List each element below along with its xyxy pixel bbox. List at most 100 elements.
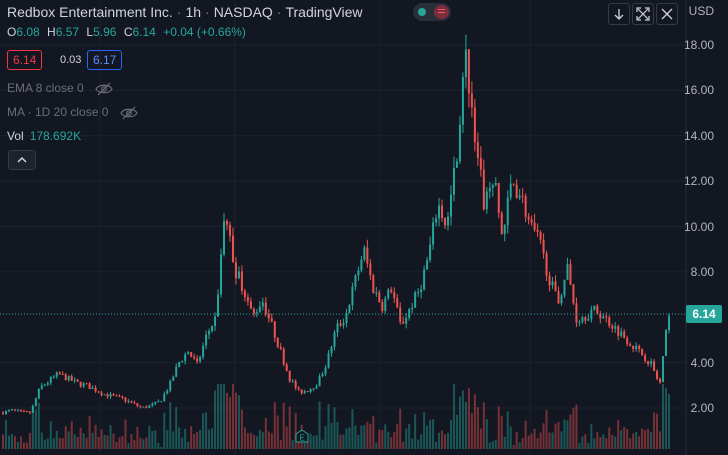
candle-body [554,281,557,292]
candle-body [542,239,545,254]
indicator-ema[interactable]: EMA 8 close 0 [7,81,113,96]
candle-body [402,321,405,324]
candle-body [91,387,94,389]
volume-bar [653,412,656,449]
volume-bar [509,426,512,449]
volume-bar [97,436,100,449]
candle-body [455,161,458,168]
volume-bar [423,412,426,449]
volume-bar [333,407,336,449]
candle-body [441,205,444,219]
volume-bar [211,428,214,449]
candle-body [13,409,16,411]
volume-bar [641,428,644,449]
price-tick-label: 2.00 [690,401,714,415]
volume-bar [446,432,449,449]
candle-body [461,77,464,125]
volume-bar [82,433,85,449]
volume-bar [620,430,623,449]
volume-bar [157,442,160,449]
volume-bar [348,427,351,449]
sell-price-button[interactable]: 6.14 [7,50,43,70]
candle-body [497,183,500,213]
volume-bar [261,432,264,449]
volume-bar [312,436,315,449]
volume-bar [405,428,408,449]
candle-body [432,222,435,245]
candle-body [4,411,7,415]
volume-bar [470,413,473,449]
eye-off-icon[interactable] [95,82,113,96]
volume-bar [530,433,533,449]
interval-label[interactable]: 1h [185,4,202,20]
scroll-down-button[interactable] [608,3,630,25]
volume-bar [533,428,536,449]
candle-body [620,331,623,336]
volume-bar [225,392,228,449]
fullscreen-button[interactable] [632,3,654,25]
candle-body [172,376,175,381]
volume-bar [19,436,22,449]
volume-bar [590,424,593,449]
candle-body [61,374,64,376]
candle-body [252,308,255,314]
candle-body [318,376,321,387]
volume-bar [551,432,554,449]
volume-bar [199,430,202,449]
volume-bar [315,435,318,449]
currency-label[interactable]: USD [688,4,714,18]
volume-bar [426,425,429,449]
candle-body [55,372,58,377]
volume-bar [282,402,285,449]
volume-bar [455,414,458,449]
candle-body [387,289,390,299]
volume-bar [139,437,142,449]
candle-body [214,316,217,326]
candle-body [623,331,626,339]
market-status-toggle[interactable] [413,3,451,21]
candle-body [46,382,49,385]
symbol-name[interactable]: Redbox Entertainment Inc. [7,4,173,20]
indicator-ma[interactable]: MA · 1D 20 close 0 [7,105,138,120]
volume-bar [563,419,566,449]
candle-body [291,381,294,383]
candle-body [644,355,647,361]
close-widget-button[interactable] [656,3,678,25]
volume-bar [665,387,668,449]
candle-body [617,326,620,336]
eye-off-icon[interactable] [120,106,138,120]
buy-price-button[interactable]: 6.17 [87,50,123,70]
candle-body [273,321,276,338]
candle-body [282,349,285,365]
volume-bar [273,401,276,449]
volume-bar [330,422,333,449]
candle-body [327,353,330,368]
collapse-legend-button[interactable] [8,150,36,170]
volume-bar [291,439,294,449]
candle-body [467,49,470,94]
earnings-icon[interactable]: E [295,429,309,443]
candle-body [300,389,303,394]
candle-body [572,284,575,304]
volume-bar [318,401,321,449]
volume-bar [539,432,542,449]
volume-bar [399,408,402,449]
volume-bar [351,409,354,449]
candle-body [184,354,187,361]
volume-bar [581,436,584,449]
volume-bar [112,433,115,449]
volume-bar [438,432,441,449]
candle-body [285,364,288,371]
volume-bar [473,394,476,449]
candle-body [297,387,300,390]
candle-body [148,405,151,408]
candle-body [399,307,402,322]
candle-body [488,187,491,192]
candle-body [351,286,354,306]
volume-bar [638,436,641,449]
candle-body [243,290,246,298]
candle-body [575,303,578,323]
volume-bar [384,424,387,449]
candle-body [533,222,536,230]
